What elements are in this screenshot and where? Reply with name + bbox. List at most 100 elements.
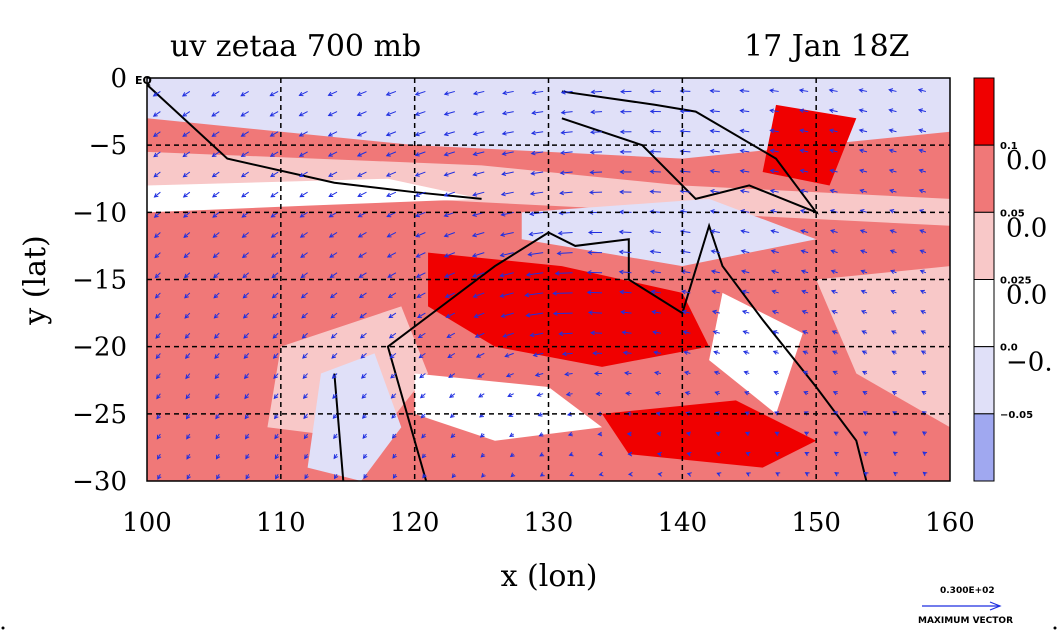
wind-vector-head bbox=[921, 390, 927, 396]
wind-vector-head bbox=[448, 373, 454, 378]
wind-vector bbox=[184, 292, 191, 299]
wind-vector bbox=[301, 292, 308, 299]
wind-vector bbox=[859, 89, 868, 92]
wind-vector-head bbox=[303, 434, 309, 440]
wind-vector bbox=[389, 332, 397, 339]
wind-vector-head bbox=[624, 370, 629, 376]
wind-vector bbox=[770, 149, 779, 153]
wind-vector bbox=[528, 252, 544, 256]
wind-vector-head bbox=[649, 169, 655, 174]
colorbar-swatch bbox=[973, 77, 995, 146]
wind-vector bbox=[270, 151, 279, 157]
wind-vector-head bbox=[709, 188, 715, 194]
wind-vector-head bbox=[184, 293, 189, 299]
wind-vector-head bbox=[274, 434, 279, 440]
wind-vector bbox=[650, 250, 661, 254]
wind-vector-head bbox=[472, 273, 478, 278]
wind-vector bbox=[502, 171, 514, 175]
wind-vector-head bbox=[683, 350, 689, 355]
wind-vector-head bbox=[917, 88, 923, 93]
wind-vector-head bbox=[920, 330, 926, 335]
wind-vector-head bbox=[686, 472, 692, 477]
wind-vector bbox=[153, 111, 161, 117]
wind-vector bbox=[299, 151, 308, 157]
wind-vector-head bbox=[539, 452, 545, 457]
wind-vector-head bbox=[530, 130, 536, 136]
wind-vector-head bbox=[649, 129, 655, 134]
wind-vector-head bbox=[830, 269, 836, 274]
colorbar-swatch bbox=[973, 346, 995, 415]
plot-frame bbox=[146, 77, 951, 482]
wind-vector-head bbox=[385, 172, 391, 177]
wind-vector bbox=[889, 169, 897, 173]
wind-vector bbox=[830, 209, 838, 213]
wind-vector-head bbox=[919, 289, 925, 295]
wind-vector-head bbox=[890, 269, 896, 274]
wind-vector bbox=[212, 191, 220, 198]
wind-vector bbox=[740, 210, 750, 213]
wind-vector-head bbox=[597, 431, 603, 437]
x-axis-label: x (lon) bbox=[501, 559, 598, 594]
wind-vector-head bbox=[153, 132, 158, 137]
wind-vector-head bbox=[861, 370, 867, 376]
wind-vector bbox=[386, 131, 397, 136]
wind-vector bbox=[801, 270, 809, 274]
wind-vector-head bbox=[800, 229, 806, 234]
wind-vector-head bbox=[417, 333, 423, 339]
wind-vector bbox=[243, 353, 250, 359]
wind-vector bbox=[270, 171, 279, 177]
wind-vector bbox=[242, 252, 250, 258]
wind-vector-head bbox=[539, 472, 545, 477]
wind-vector-head bbox=[499, 252, 505, 258]
wind-vector bbox=[361, 373, 367, 379]
wind-vector bbox=[153, 151, 161, 157]
wind-vector-head bbox=[858, 128, 864, 134]
wind-vector bbox=[214, 312, 220, 319]
wind-vector-head bbox=[592, 350, 598, 356]
wind-vector-head bbox=[240, 172, 246, 178]
wind-vector-head bbox=[619, 149, 625, 155]
wind-vector bbox=[680, 130, 691, 133]
wind-vector-head bbox=[391, 433, 397, 439]
wind-vector-head bbox=[862, 391, 868, 396]
wind-vector bbox=[332, 373, 338, 379]
wind-vector-head bbox=[888, 168, 894, 174]
plot-area bbox=[147, 78, 950, 481]
wind-vector-head bbox=[828, 108, 834, 113]
wind-vector-head bbox=[152, 112, 158, 117]
wind-vector bbox=[711, 250, 720, 254]
wind-vector-head bbox=[745, 472, 751, 477]
x-axis-ticks: 100 110 120 130 140 150 160 bbox=[122, 508, 975, 538]
wind-vector-head bbox=[240, 92, 246, 97]
wind-vector-head bbox=[183, 233, 189, 238]
wind-vector-head bbox=[244, 394, 249, 400]
wind-vector-head bbox=[478, 393, 484, 398]
wind-vector bbox=[214, 332, 220, 339]
wind-vector bbox=[444, 90, 455, 95]
wind-vector-head bbox=[529, 332, 535, 338]
wind-vector-head bbox=[386, 192, 392, 198]
wind-vector bbox=[712, 310, 720, 314]
wind-vector-head bbox=[501, 171, 507, 177]
x-tick-label: 140 bbox=[658, 508, 708, 538]
wind-vector-head bbox=[770, 249, 776, 254]
wind-vector-head bbox=[859, 168, 865, 174]
wind-vector-head bbox=[211, 92, 217, 97]
wind-vector-head bbox=[183, 273, 189, 279]
wind-vector bbox=[532, 111, 544, 114]
wind-vector bbox=[650, 170, 661, 173]
wind-vector-head bbox=[356, 111, 362, 117]
wind-vector-head bbox=[330, 313, 336, 319]
wind-vector-head bbox=[419, 393, 425, 399]
wind-vector-head bbox=[804, 451, 810, 457]
wind-vector bbox=[473, 131, 485, 135]
wind-vector-head bbox=[449, 413, 455, 419]
wind-vector-head bbox=[798, 88, 804, 93]
field-region-south-core bbox=[602, 400, 817, 468]
wind-vector-head bbox=[243, 354, 249, 359]
wind-vector-head bbox=[331, 374, 337, 379]
wind-vector-head bbox=[829, 188, 835, 194]
wind-vector bbox=[184, 312, 191, 319]
x-tick-label: 110 bbox=[256, 508, 306, 538]
